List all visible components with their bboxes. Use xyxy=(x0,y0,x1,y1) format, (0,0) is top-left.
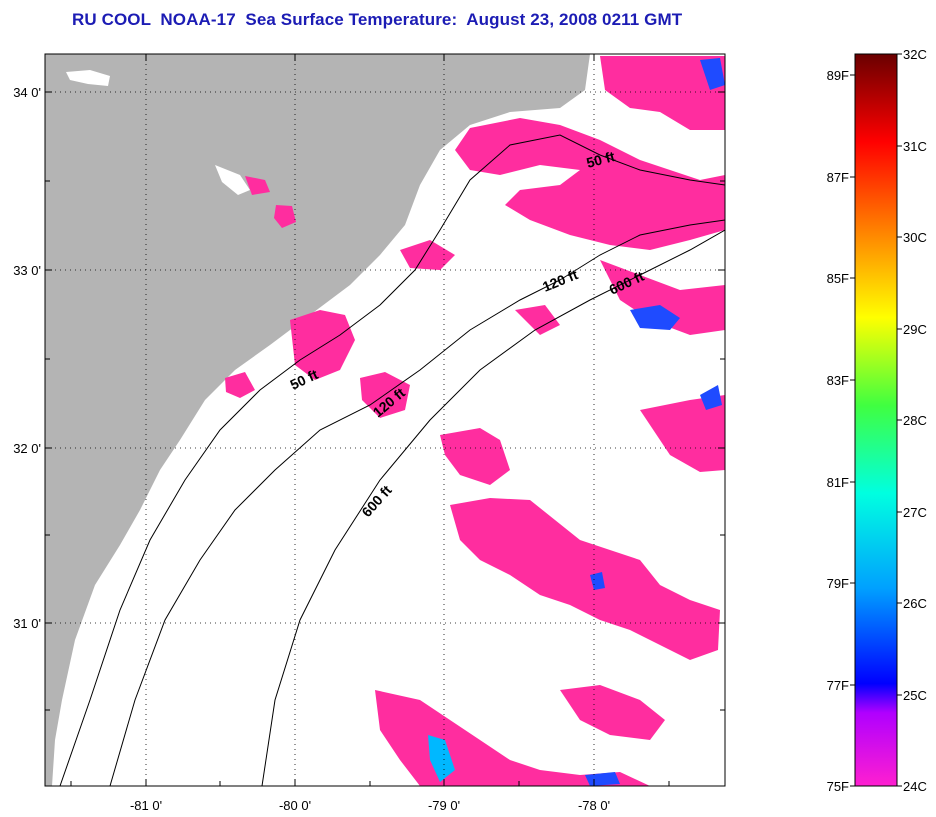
lat-tick-label: 33 0' xyxy=(13,263,41,278)
colorbar-fahrenheit-label: 77F xyxy=(827,678,849,693)
sst-patches-warm xyxy=(428,58,725,786)
land-cloud-speck xyxy=(215,165,250,195)
lon-tick-label: -80 0' xyxy=(279,798,311,813)
lat-tick-label: 32 0' xyxy=(13,441,41,456)
colorbar-celsius-label: 29C xyxy=(903,322,927,337)
contour-600ft xyxy=(261,229,725,786)
colorbar-celsius-label: 26C xyxy=(903,596,927,611)
colorbar-celsius-label: 31C xyxy=(903,139,927,154)
colorbar-fahrenheit-label: 79F xyxy=(827,576,849,591)
contour-50ft xyxy=(59,134,725,786)
contour-120ft xyxy=(109,219,725,786)
graticule xyxy=(45,54,725,786)
colorbar: 32C 31C 30C 29C 28C 27C 26C 25C 24C 89F … xyxy=(827,47,927,794)
lat-tick-label: 31 0' xyxy=(13,616,41,631)
land-cloud-speck xyxy=(66,70,110,86)
bathymetry-contours xyxy=(59,134,725,786)
colorbar-ramp xyxy=(854,53,898,787)
land-mass xyxy=(45,54,590,786)
axis-ticks xyxy=(45,54,725,786)
colorbar-fahrenheit-label: 83F xyxy=(827,373,849,388)
colorbar-celsius-label: 28C xyxy=(903,413,927,428)
colorbar-fahrenheit-label: 89F xyxy=(827,68,849,83)
lat-tick-label: 34 0' xyxy=(13,85,41,100)
colorbar-celsius-label: 24C xyxy=(903,779,927,794)
contour-label: 50 ft xyxy=(585,148,617,171)
colorbar-fahrenheit-label: 75F xyxy=(827,779,849,794)
colorbar-fahrenheit-label: 85F xyxy=(827,271,849,286)
colorbar-celsius-label: 27C xyxy=(903,505,927,520)
colorbar-fahrenheit-label: 81F xyxy=(827,475,849,490)
map-title: RU COOL NOAA-17 Sea Surface Temperature:… xyxy=(72,10,683,29)
colorbar-celsius-label: 25C xyxy=(903,688,927,703)
lon-tick-label: -78 0' xyxy=(578,798,610,813)
lon-tick-label: -79 0' xyxy=(428,798,460,813)
lon-tick-label: -81 0' xyxy=(130,798,162,813)
colorbar-fahrenheit-label: 87F xyxy=(827,170,849,185)
colorbar-celsius-label: 30C xyxy=(903,230,927,245)
plot-frame xyxy=(44,53,726,787)
colorbar-celsius-label: 32C xyxy=(903,47,927,62)
